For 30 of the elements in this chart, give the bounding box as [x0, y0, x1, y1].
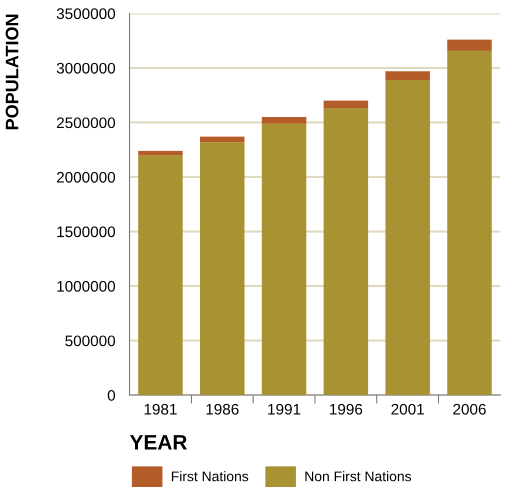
y-axis-title: POPULATION — [6, 14, 18, 130]
y-tick-label: 500000 — [65, 335, 116, 346]
legend-label: First Nations — [172, 471, 248, 482]
y-tick-label: 3000000 — [56, 62, 116, 74]
bar — [262, 124, 306, 396]
bar — [447, 40, 492, 50]
y-tick-label: 1500000 — [57, 226, 116, 238]
x-tick-label: 1981 — [144, 404, 177, 415]
bar — [385, 71, 430, 80]
y-tick-label: 2000000 — [56, 172, 116, 183]
bar — [200, 136, 244, 142]
x-axis-title: YEAR — [130, 435, 187, 450]
y-tick-label: 3500000 — [56, 8, 116, 20]
x-tick-label: 1986 — [206, 404, 239, 415]
y-tick-label: 0 — [108, 390, 116, 401]
bar — [138, 155, 183, 396]
y-tick-label: 2500000 — [56, 117, 116, 128]
bar — [200, 142, 244, 396]
bar — [262, 117, 306, 124]
bar — [385, 80, 430, 396]
y-tick-label: 1000000 — [57, 280, 116, 292]
x-tick-label: 2006 — [453, 404, 486, 415]
x-tick-label: 1996 — [330, 404, 362, 415]
legend-label: Non First Nations — [305, 471, 412, 482]
bar — [447, 50, 492, 396]
bar — [324, 100, 368, 108]
bar — [324, 108, 368, 396]
x-tick-label: 1991 — [268, 404, 300, 415]
x-tick-label: 2001 — [391, 404, 424, 415]
bar — [138, 150, 183, 156]
